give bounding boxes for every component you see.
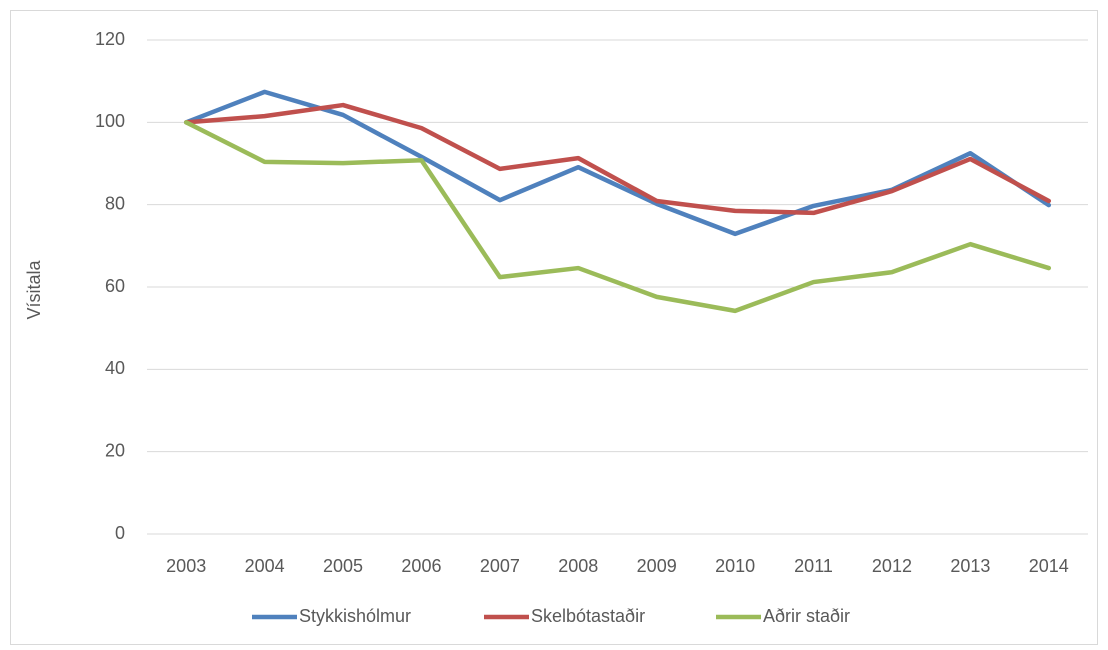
y-tick-label: 0: [115, 523, 125, 543]
legend-label: Stykkishólmur: [299, 606, 411, 626]
x-tick-label: 2013: [950, 556, 990, 576]
x-tick-label: 2014: [1029, 556, 1069, 576]
x-tick-label: 2006: [401, 556, 441, 576]
y-tick-label: 40: [105, 358, 125, 378]
x-tick-label: 2012: [872, 556, 912, 576]
x-tick-label: 2008: [558, 556, 598, 576]
y-axis-label: Vísitala: [24, 259, 44, 319]
x-tick-label: 2004: [245, 556, 285, 576]
y-tick-label: 120: [95, 29, 125, 49]
x-tick-label: 2003: [166, 556, 206, 576]
x-tick-label: 2005: [323, 556, 363, 576]
legend-label: Aðrir staðir: [763, 606, 850, 626]
x-tick-label: 2009: [637, 556, 677, 576]
y-tick-label: 20: [105, 440, 125, 460]
series-line: [183, 120, 1052, 314]
x-tick-label: 2007: [480, 556, 520, 576]
y-tick-label: 80: [105, 193, 125, 213]
legend-label: Skelbótastaðir: [531, 606, 645, 626]
x-tick-label: 2010: [715, 556, 755, 576]
series-line: [183, 102, 1052, 216]
y-tick-label: 60: [105, 276, 125, 296]
y-tick-label: 100: [95, 111, 125, 131]
x-tick-label: 2011: [794, 556, 833, 576]
chart-border: [10, 10, 1098, 645]
